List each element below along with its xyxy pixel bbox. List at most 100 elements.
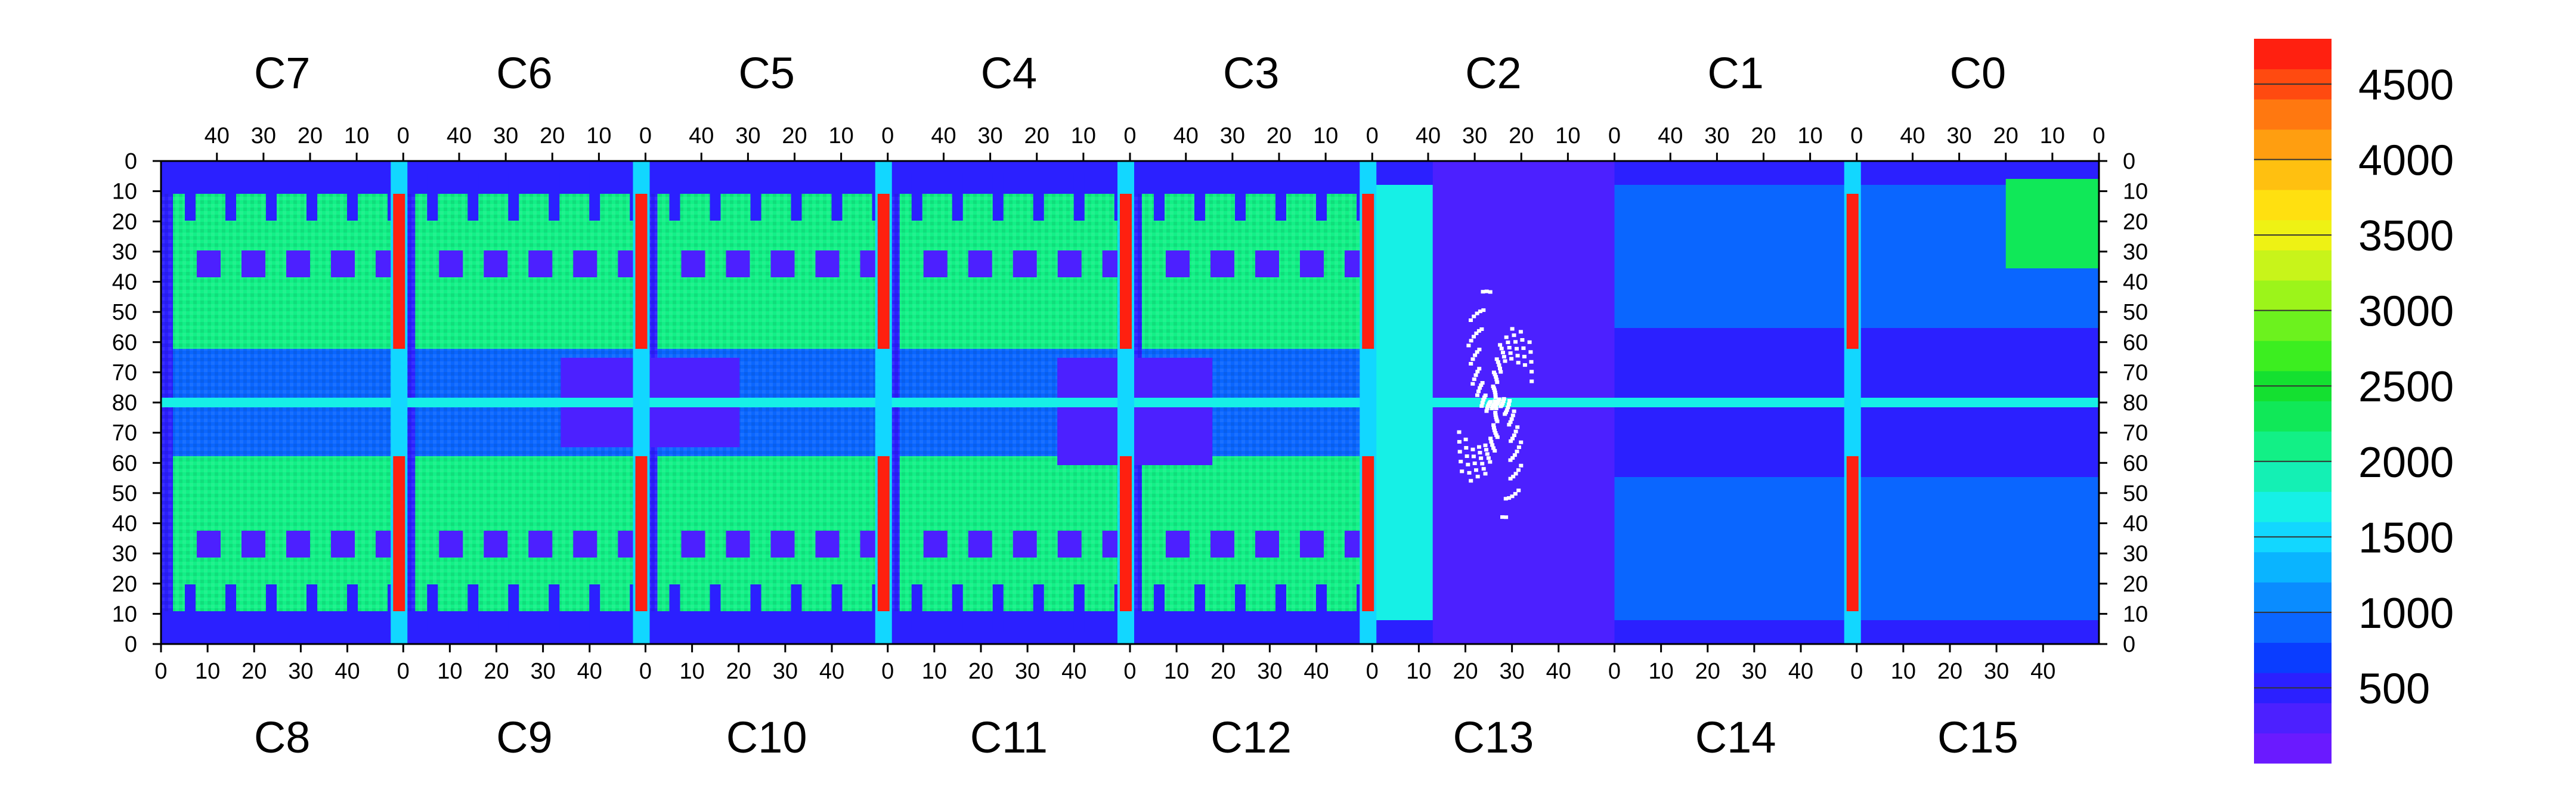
y-tick-label-right: 70	[2123, 360, 2148, 385]
bottom-tick-label: 40	[1061, 659, 1086, 684]
heat-pad	[1255, 531, 1279, 558]
heat-pad	[197, 250, 221, 277]
heat-pad	[815, 250, 840, 277]
heat-pad	[573, 531, 597, 558]
heatmap-cells	[161, 161, 2099, 644]
heat-pad	[242, 250, 265, 277]
dead-pixel	[1503, 497, 1508, 501]
dead-pixel	[1479, 327, 1484, 331]
heat-tooth	[1275, 584, 1286, 632]
top-tick-label: 0	[397, 123, 410, 148]
heat-tooth	[1235, 584, 1246, 632]
dead-pixel	[1508, 476, 1513, 481]
bottom-tick-label: 10	[1891, 659, 1916, 684]
dead-pixel	[1493, 391, 1497, 395]
heat-tooth	[427, 173, 438, 221]
heat-tooth	[225, 584, 236, 632]
dead-pixel	[1482, 395, 1487, 400]
bottom-tick-label: 40	[577, 659, 602, 684]
top-tick-label: 30	[1704, 123, 1729, 148]
heat-tooth	[1154, 173, 1165, 221]
chip-label-top: C0	[1950, 48, 2007, 98]
heat-tooth	[952, 584, 963, 632]
bottom-tick-label: 40	[2030, 659, 2055, 684]
heat-tooth	[1194, 584, 1205, 632]
colorbar-tick-label: 3500	[2358, 212, 2454, 260]
heat-tooth	[669, 173, 680, 221]
dead-pixel	[1479, 404, 1484, 408]
heat-pad	[286, 531, 310, 558]
dead-pixel	[1520, 338, 1525, 342]
hot-column	[635, 194, 648, 349]
top-tick-label: 10	[1071, 123, 1096, 148]
bottom-tick-label: 20	[242, 659, 267, 684]
dead-pixel	[1493, 411, 1498, 414]
dead-pixel	[1510, 327, 1515, 331]
heat-tooth	[1073, 173, 1085, 221]
chip-label-bottom: C12	[1210, 713, 1292, 762]
dead-pixel	[1507, 399, 1512, 403]
colorbar-segment	[2254, 702, 2332, 733]
dead-pixel	[1472, 335, 1476, 339]
dead-pixel	[1477, 348, 1482, 352]
colorbar-tick-label: 2000	[2358, 439, 2454, 487]
bottom-tick-label: 10	[1406, 659, 1431, 684]
dead-pixel	[1512, 409, 1516, 413]
bottom-tick-label: 30	[288, 659, 313, 684]
dead-pixel	[1478, 386, 1482, 390]
y-tick-label-right: 10	[2123, 602, 2148, 627]
bottom-tick-label: 40	[1546, 659, 1571, 684]
top-tick-label: 20	[1993, 123, 2018, 148]
top-tick-label: 40	[1658, 123, 1683, 148]
dead-pixel	[1516, 361, 1521, 365]
heat-tooth	[549, 173, 560, 221]
dead-pixel	[1480, 381, 1485, 385]
dead-pixel	[1495, 380, 1500, 384]
dead-pixel	[1481, 308, 1486, 312]
dead-pixel	[1475, 475, 1480, 479]
heat-tooth	[952, 173, 963, 221]
dead-pixel	[1493, 393, 1498, 397]
dead-pixel	[1472, 314, 1476, 318]
bottom-tick-label: 0	[1366, 659, 1379, 684]
dead-pixel	[1527, 340, 1532, 344]
y-tick-label-right: 80	[2123, 391, 2148, 416]
heat-tooth	[589, 173, 600, 221]
heat-tooth	[508, 584, 519, 632]
hot-column	[1846, 456, 1859, 611]
hot-column	[877, 456, 890, 611]
dead-pixel	[1507, 346, 1512, 349]
dead-pixel	[1457, 430, 1462, 434]
dead-pixel	[1510, 413, 1515, 417]
heat-tooth	[306, 173, 317, 221]
dead-pixel	[1487, 403, 1491, 406]
dead-pixel	[1528, 350, 1533, 354]
colorbar-tick-label: 2500	[2358, 363, 2454, 411]
dead-pixel	[1493, 428, 1497, 432]
colorbar-segment	[2254, 552, 2332, 583]
bottom-tick-label: 30	[773, 659, 798, 684]
heat-tooth	[1316, 173, 1327, 221]
axes	[153, 153, 2107, 652]
dead-pixel	[1496, 360, 1500, 364]
bottom-tick-label: 20	[968, 659, 993, 684]
dead-pixel	[1466, 463, 1470, 467]
dead-pixel	[1491, 426, 1496, 430]
top-tick-label: 20	[1024, 123, 1049, 148]
heat-tooth	[467, 584, 479, 632]
dead-pixel	[1485, 406, 1490, 410]
dead-pixel	[1493, 399, 1497, 403]
dead-pixel	[1484, 448, 1488, 452]
colorbar-segment	[2254, 280, 2332, 311]
heat-pad	[968, 531, 992, 558]
heat-pad	[484, 531, 508, 558]
hot-column	[393, 194, 405, 349]
dead-pixel	[1470, 357, 1475, 361]
dead-pixel	[1515, 354, 1520, 358]
dead-pixel	[1483, 472, 1488, 476]
dead-pixel	[1530, 379, 1534, 383]
dead-pixel	[1483, 443, 1488, 447]
dead-pixel	[1503, 359, 1507, 363]
y-tick-label-right: 50	[2123, 300, 2148, 325]
heat-tooth	[266, 584, 277, 632]
